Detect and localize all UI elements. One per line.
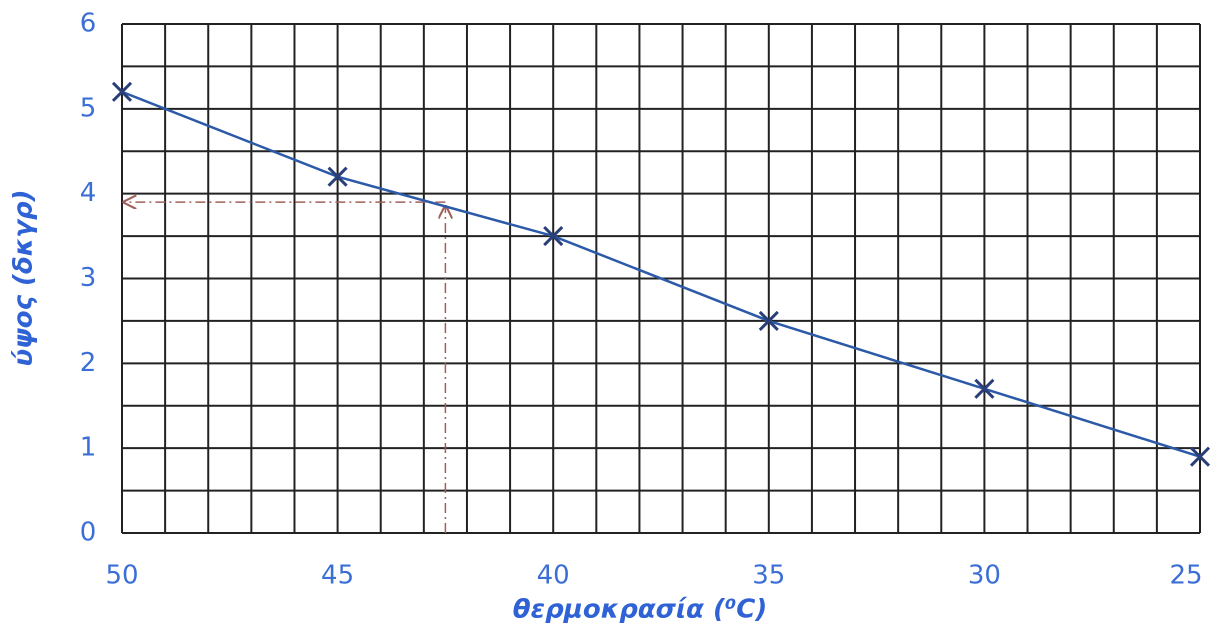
x-tick-label: 45	[321, 561, 354, 591]
y-tick-label: 4	[80, 178, 97, 208]
y-tick-label: 6	[80, 9, 97, 39]
data-point	[1189, 446, 1210, 467]
x-tick-label: 40	[537, 561, 570, 591]
y-axis-title: ύψος (δκγρ)	[9, 190, 39, 367]
data-point	[758, 310, 779, 331]
y-tick-label: 3	[80, 263, 97, 293]
y-tick-label: 1	[80, 433, 97, 463]
y-tick-label: 0	[80, 518, 97, 548]
data-point	[111, 81, 133, 102]
x-tick-label: 35	[752, 561, 785, 591]
x-tick-label: 30	[968, 561, 1001, 591]
x-tick-label: 25	[1169, 561, 1202, 591]
data-point	[543, 226, 564, 247]
data-point	[327, 166, 348, 187]
data-point	[974, 378, 995, 399]
x-tick-label: 50	[105, 561, 138, 591]
data-line	[121, 90, 1201, 458]
y-tick-label: 2	[80, 348, 97, 378]
y-tick-label: 5	[80, 93, 97, 123]
x-axis-title: θερμοκρασία (⁰C)	[513, 595, 767, 625]
